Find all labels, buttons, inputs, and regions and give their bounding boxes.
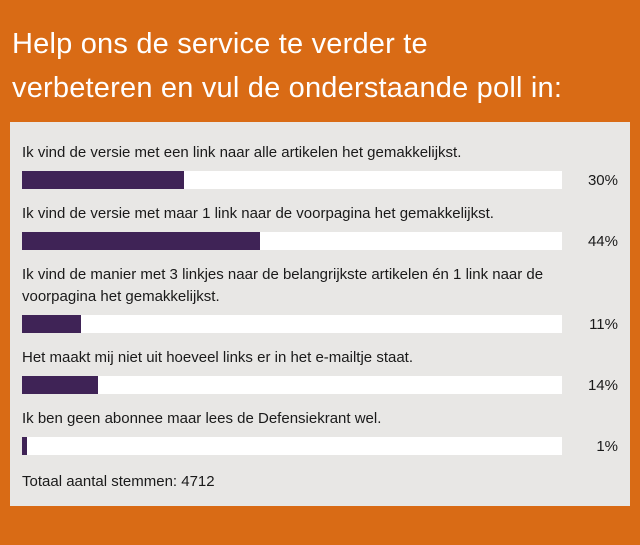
page-title-line-1: Help ons de service te verder te: [12, 28, 428, 60]
poll-bar-fill: [22, 315, 82, 333]
poll-bar-row: 14%: [22, 376, 618, 394]
poll-option-label: Ik vind de versie met maar 1 link naar d…: [22, 205, 494, 222]
poll-option-label: Ik vind de manier met 3 linkjes naar de …: [22, 266, 544, 305]
poll-bar-row: 11%: [22, 315, 618, 333]
poll-percent-label: 30%: [587, 171, 618, 189]
poll-item: Ik ben geen abonnee maar lees de Defensi…: [22, 408, 618, 455]
poll-bar-track: [22, 232, 562, 250]
poll-bar-fill: [22, 171, 184, 189]
poll-option-label: Ik ben geen abonnee maar lees de Defensi…: [22, 410, 382, 427]
poll-results-panel: Ik vind de versie met een link naar alle…: [10, 122, 630, 506]
poll-item: Ik vind de versie met een link naar alle…: [22, 142, 618, 189]
poll-percent-label: 44%: [587, 232, 618, 250]
page-title: Help ons de service te verder te verbete…: [0, 0, 640, 120]
poll-percent-label: 1%: [596, 437, 618, 455]
poll-option-label: Het maakt mij niet uit hoeveel links er …: [22, 349, 414, 366]
poll-bar-row: 30%: [22, 171, 618, 189]
poll-bar-track: [22, 376, 562, 394]
page-title-line-2: verbeteren en vul de onderstaande poll i…: [12, 72, 563, 104]
poll-bar-row: 44%: [22, 232, 618, 250]
poll-bar-track: [22, 437, 562, 455]
poll-option-label: Ik vind de versie met een link naar alle…: [22, 144, 462, 161]
poll-percent-label: 14%: [587, 376, 618, 394]
poll-percent-label: 11%: [589, 315, 618, 333]
poll-bar-fill: [22, 232, 260, 250]
poll-bar-track: [22, 315, 562, 333]
poll-bar-track: [22, 171, 562, 189]
poll-item: Ik vind de versie met maar 1 link naar d…: [22, 203, 618, 250]
poll-bar-fill: [22, 376, 98, 394]
poll-item: Ik vind de manier met 3 linkjes naar de …: [22, 264, 618, 333]
poll-bar-fill: [22, 437, 28, 455]
poll-total-votes: Totaal aantal stemmen: 4712: [22, 473, 215, 490]
poll-bar-row: 1%: [22, 437, 618, 455]
poll-item: Het maakt mij niet uit hoeveel links er …: [22, 347, 618, 394]
